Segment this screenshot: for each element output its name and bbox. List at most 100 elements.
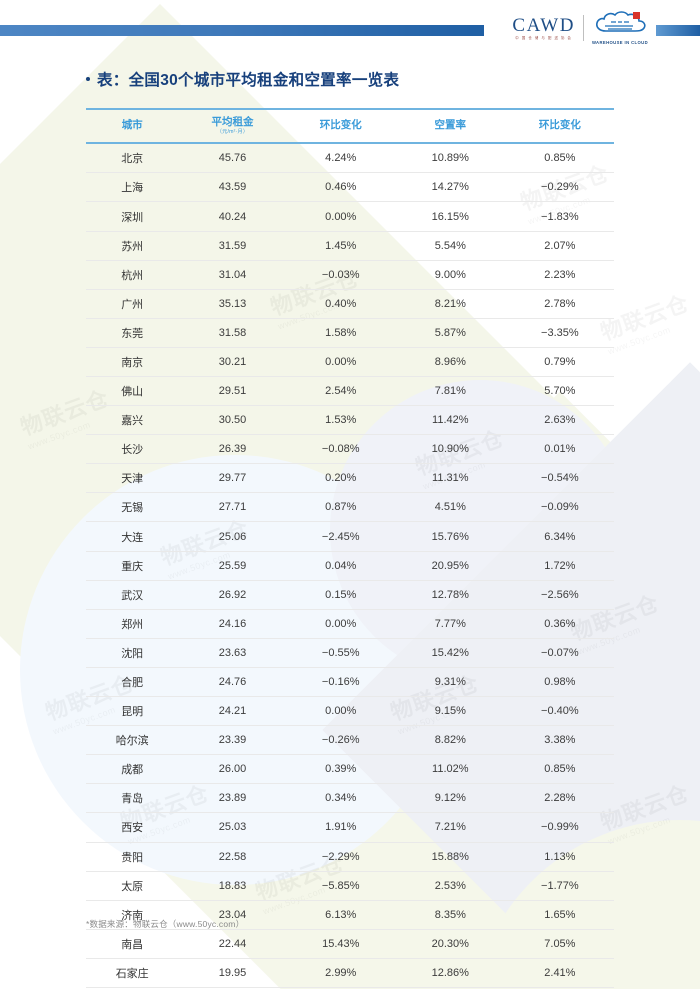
cell-value: 15.43% — [286, 929, 395, 959]
cell-value: 25.59 — [178, 551, 287, 581]
cell-value: −0.99% — [505, 812, 614, 843]
cell-value: 0.40% — [286, 289, 395, 319]
cell-value: −0.26% — [286, 725, 395, 756]
cell-city: 嘉兴 — [86, 405, 179, 436]
cell-value: 0.39% — [286, 754, 395, 785]
cell-value: 23.63 — [178, 638, 287, 668]
cell-value: 2.78% — [505, 289, 614, 319]
cell-value: 1.13% — [505, 842, 614, 872]
cell-value: −0.03% — [286, 260, 395, 290]
table-row: 武汉 26.92 0.15% 12.78% −2.56% — [86, 580, 614, 610]
cell-city: 合肥 — [86, 667, 179, 698]
cell-value: 20.95% — [394, 551, 506, 581]
cell-value: 4.24% — [286, 143, 395, 174]
cell-value: 25.03 — [178, 812, 287, 843]
table-row: 郑州 24.16 0.00% 7.77% 0.36% — [86, 609, 614, 639]
cell-city: 深圳 — [86, 201, 179, 232]
cell-value: −2.45% — [286, 521, 395, 552]
table-row: 太原 18.83 −5.85% 2.53% −1.77% — [86, 871, 614, 901]
column-header-3: 环比变化 — [286, 107, 395, 145]
cell-value: 0.34% — [286, 783, 395, 814]
table-row: 哈尔滨 23.39 −0.26% 8.82% 3.38% — [86, 725, 614, 756]
cell-value: 30.50 — [178, 405, 287, 436]
cell-value: −0.09% — [505, 492, 614, 523]
table-row: 昆明 24.21 0.00% 9.15% −0.40% — [86, 696, 614, 727]
cell-value: 0.46% — [286, 172, 395, 203]
cawd-logo: CAWD 中 国 仓 储 与 配 送 协 会 — [512, 16, 575, 40]
cell-value: −0.54% — [505, 463, 614, 494]
cell-value: 0.00% — [286, 609, 395, 639]
rent-vacancy-table: 城市 平均租金 （元/m²·月） 环比变化 空置率 环比变化 北京 45.76 4.24% 10… — [86, 107, 614, 989]
cell-value: 2.99% — [286, 958, 395, 988]
cell-value: 22.44 — [178, 929, 287, 959]
cell-value: 0.20% — [286, 463, 395, 494]
cell-value: 0.85% — [505, 754, 614, 785]
cell-value: 27.71 — [178, 492, 287, 523]
cell-value: 23.89 — [178, 783, 287, 814]
cell-value: 2.28% — [505, 783, 614, 814]
cell-value: 7.77% — [394, 609, 506, 639]
table-row: 深圳 40.24 0.00% 16.15% −1.83% — [86, 201, 614, 232]
table-row: 佛山 29.51 2.54% 7.81% 5.70% — [86, 376, 614, 407]
warehouse-in-cloud-logo: WAREHOUSE IN CLOUD — [592, 10, 648, 45]
cell-value: 1.58% — [286, 318, 395, 348]
column-header-label: 环比变化 — [538, 119, 581, 132]
cell-city: 石家庄 — [86, 958, 179, 988]
cell-value: 12.78% — [394, 580, 506, 610]
cell-city: 成都 — [86, 754, 179, 785]
cell-value: 0.01% — [505, 434, 614, 465]
cell-value: 8.21% — [394, 289, 506, 319]
cell-value: 35.13 — [178, 289, 287, 319]
cell-city: 南昌 — [86, 929, 179, 959]
column-header-4: 空置率 — [394, 107, 506, 145]
cell-value: 30.21 — [178, 347, 287, 378]
table-row: 北京 45.76 4.24% 10.89% 0.85% — [86, 143, 614, 174]
column-header-5: 环比变化 — [505, 107, 614, 145]
cell-value: 7.81% — [394, 376, 506, 407]
cell-value: 31.04 — [178, 260, 287, 290]
page-title-text: 表：全国30个城市平均租金和空置率一览表 — [97, 72, 400, 89]
cell-value: 1.53% — [286, 405, 395, 436]
cell-city: 杭州 — [86, 260, 179, 290]
cawd-logo-subtitle: 中 国 仓 储 与 配 送 协 会 — [515, 35, 573, 40]
cell-value: 11.31% — [394, 463, 506, 494]
cell-city: 郑州 — [86, 609, 179, 639]
cell-value: −0.07% — [505, 638, 614, 668]
cell-value: 0.79% — [505, 347, 614, 378]
cell-city: 青岛 — [86, 783, 179, 814]
cell-value: 24.16 — [178, 609, 287, 639]
cell-value: 18.83 — [178, 871, 287, 901]
page-title: 表：全国30个城市平均租金和空置率一览表 — [86, 68, 399, 90]
cell-value: 3.38% — [505, 725, 614, 756]
table-row: 东莞 31.58 1.58% 5.87% −3.35% — [86, 318, 614, 348]
cell-value: 11.02% — [394, 754, 506, 785]
cell-value: 2.07% — [505, 231, 614, 261]
cell-value: 40.24 — [178, 201, 287, 232]
cell-value: 29.51 — [178, 376, 287, 407]
cell-value: 0.00% — [286, 201, 395, 232]
table-row: 合肥 24.76 −0.16% 9.31% 0.98% — [86, 667, 614, 698]
cell-value: 5.54% — [394, 231, 506, 261]
cell-city: 天津 — [86, 463, 179, 494]
cell-city: 昆明 — [86, 696, 179, 727]
rent-vacancy-table-container: 城市 平均租金 （元/m²·月） 环比变化 空置率 环比变化 北京 45.76 4.24% 10… — [86, 107, 614, 989]
cell-value: −0.55% — [286, 638, 395, 668]
cell-value: 1.72% — [505, 551, 614, 581]
cell-city: 重庆 — [86, 551, 179, 581]
cell-city: 南京 — [86, 347, 179, 378]
cell-value: 0.04% — [286, 551, 395, 581]
header-bar-left — [0, 25, 484, 36]
cell-value: 31.58 — [178, 318, 287, 348]
cell-city: 贵阳 — [86, 842, 179, 872]
table-row: 天津 29.77 0.20% 11.31% −0.54% — [86, 463, 614, 494]
cell-city: 武汉 — [86, 580, 179, 610]
table-row: 西安 25.03 1.91% 7.21% −0.99% — [86, 812, 614, 843]
cell-value: −2.29% — [286, 842, 395, 872]
cell-value: 15.42% — [394, 638, 506, 668]
cell-value: 6.34% — [505, 521, 614, 552]
cell-value: 15.76% — [394, 521, 506, 552]
cell-value: −5.85% — [286, 871, 395, 901]
cell-value: −1.83% — [505, 201, 614, 232]
table-row: 石家庄 19.95 2.99% 12.86% 2.41% — [86, 958, 614, 988]
cell-value: 14.27% — [394, 172, 506, 203]
